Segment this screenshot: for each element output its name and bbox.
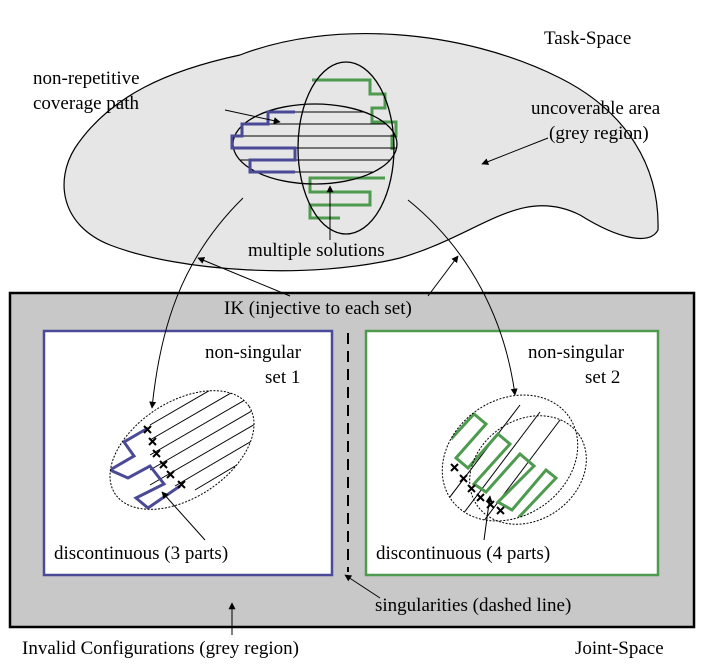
- discont4-label: discontinuous (4 parts): [376, 543, 550, 564]
- set2-label-2: set 2: [585, 367, 620, 388]
- invalid-label: Invalid Configurations (grey region): [22, 638, 299, 659]
- uncoverable-arrow: [481, 137, 549, 165]
- set2-label-1: non-singular: [528, 342, 625, 363]
- ik-arrow-right: [427, 255, 459, 297]
- map-arrow-set2: [407, 199, 518, 396]
- multiple-solutions-label: multiple solutions: [248, 240, 385, 261]
- set1-box: [42, 329, 334, 577]
- task-space-region: [63, 32, 659, 272]
- blue-coverage-path: [230, 110, 297, 174]
- ik-label: IK (injective to each set): [224, 298, 412, 319]
- set1-label-1: non-singular: [205, 342, 302, 363]
- uncoverable-label-2: (grey region): [549, 123, 649, 144]
- ik-arrow-left: [197, 257, 291, 297]
- set1-ellipse: [109, 390, 255, 510]
- set2-ellipse: [441, 394, 579, 522]
- map-arrow-set1: [149, 197, 244, 409]
- set1-label-2: set 1: [265, 367, 300, 388]
- discont4-arrow: [483, 495, 493, 541]
- set2-inner-ellipse: [469, 415, 587, 525]
- coverage-path-label-1: non-repetitive: [33, 68, 140, 89]
- uncoverable-label-1: uncoverable area: [531, 98, 661, 119]
- set2-box: [364, 329, 660, 577]
- coverage-path-label-2: coverage path: [33, 93, 140, 114]
- singularities-label: singularities (dashed line): [375, 595, 571, 616]
- singularities-arrow: [344, 574, 381, 599]
- discont3-label: discontinuous (3 parts): [54, 543, 228, 564]
- task-space-label: Task-Space: [544, 28, 631, 49]
- set1-singularity-marks: [143, 425, 186, 489]
- discont3-arrow: [161, 491, 206, 541]
- joint-space-label: Joint-Space: [575, 638, 664, 659]
- coverage-path-arrow: [224, 109, 281, 125]
